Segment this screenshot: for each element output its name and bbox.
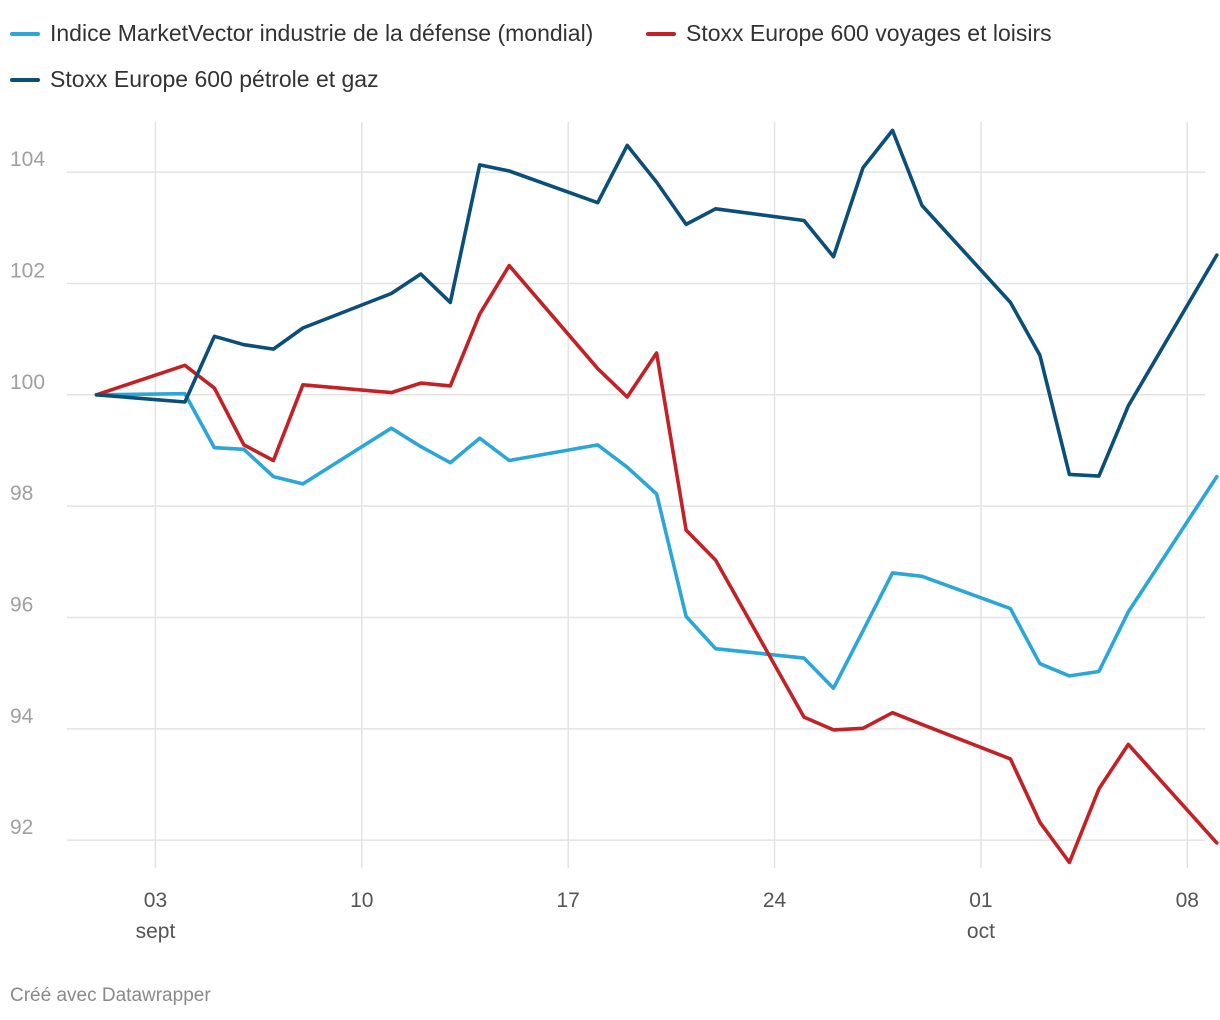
x-tick-label-24: 24 xyxy=(763,889,787,912)
legend-item-travel: Stoxx Europe 600 voyages et loisirs xyxy=(646,20,1052,47)
x-tick-label-01: 01 xyxy=(969,889,992,912)
y-tick-label-92: 92 xyxy=(10,816,33,839)
legend-swatch-travel xyxy=(646,31,676,36)
legend-item-defense: Indice MarketVector industrie de la défe… xyxy=(10,20,593,47)
y-tick-label-100: 100 xyxy=(10,371,45,394)
legend-label-oil-gas: Stoxx Europe 600 pétrole et gaz xyxy=(50,66,379,92)
legend-swatch-defense xyxy=(10,31,40,36)
x-tick-label-08: 08 xyxy=(1176,889,1199,912)
y-tick-label-94: 94 xyxy=(10,705,34,728)
legend-label-travel: Stoxx Europe 600 voyages et loisirs xyxy=(686,20,1052,46)
y-tick-label-98: 98 xyxy=(10,482,33,505)
x-tick-month-sept: sept xyxy=(136,920,176,943)
legend-label-defense: Indice MarketVector industrie de la défe… xyxy=(50,20,594,46)
series-line-defense xyxy=(94,391,1219,691)
legend-item-oil-gas: Stoxx Europe 600 pétrole et gaz xyxy=(10,66,379,93)
legend-swatch-oil-gas xyxy=(10,77,40,82)
series-line-oil-gas xyxy=(94,128,1219,478)
y-tick-label-96: 96 xyxy=(10,593,33,616)
series-line-travel xyxy=(94,263,1219,865)
y-tick-label-104: 104 xyxy=(10,148,45,171)
y-tick-label-102: 102 xyxy=(10,259,45,282)
x-tick-month-oct: oct xyxy=(967,920,995,943)
x-tick-label-17: 17 xyxy=(557,889,580,912)
x-tick-label-03: 03 xyxy=(144,889,167,912)
credit-text: Créé avec Datawrapper xyxy=(10,985,211,1006)
x-tick-label-10: 10 xyxy=(350,889,373,912)
